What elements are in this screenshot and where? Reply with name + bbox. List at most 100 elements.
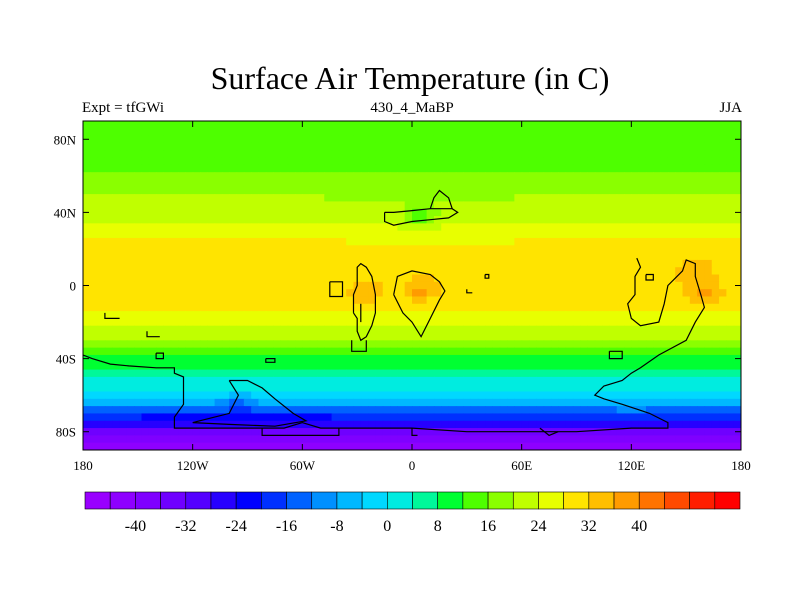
field-cell [353,369,362,378]
field-cell [397,142,406,151]
field-cell [316,347,325,356]
field-cell [353,435,362,444]
field-cell [572,245,581,254]
field-cell [126,216,135,224]
field-cell [499,420,508,429]
colorbar-swatch [538,491,564,510]
field-cell [199,347,208,356]
field-cell [163,333,172,341]
field-cell [324,303,333,312]
field-cell [441,384,450,393]
field-cell [390,318,398,327]
field-cell [697,179,706,188]
field-cell [229,274,238,283]
field-cell [265,164,274,173]
field-cell [441,435,450,444]
field-cell [704,340,713,349]
field-cell [163,311,172,319]
field-cell [499,281,508,290]
field-cell [192,296,201,305]
field-cell [368,318,377,327]
field-cell [360,128,369,137]
field-cell [682,303,691,312]
field-cell [470,384,479,393]
field-cell [221,274,230,283]
field-cell [616,303,625,312]
field-cell [565,259,574,268]
field-cell [178,135,186,144]
field-cell [536,318,545,327]
field-cell [214,157,223,166]
field-cell [104,194,113,203]
field-cell [514,369,523,378]
field-cell [126,354,135,363]
field-cell [338,369,347,378]
field-cell [485,369,494,378]
field-cell [185,428,194,436]
field-cell [390,157,398,166]
field-cell [653,347,662,356]
field-cell [426,413,435,422]
field-cell [660,289,669,298]
field-cell [638,325,647,334]
field-cell [280,121,289,129]
field-cell [492,435,501,444]
field-cell [667,186,676,195]
field-cell [528,384,537,393]
field-cell [514,420,523,429]
field-cell [572,435,581,444]
x-tick-label: 0 [409,458,416,473]
field-cell [126,186,135,195]
field-cell [134,325,143,334]
field-cell [126,406,135,415]
field-cell [667,121,676,129]
field-cell [507,252,515,261]
field-cell [207,179,216,188]
field-cell [660,135,669,144]
field-cell [236,267,245,276]
field-cell [353,413,362,422]
field-cell [280,354,289,363]
field-cell [273,442,281,450]
field-cell [251,128,260,137]
field-cell [463,325,472,334]
field-cell [178,369,186,378]
field-cell [324,142,333,151]
field-cell [324,442,333,450]
field-cell [119,384,128,393]
field-cell [295,274,303,283]
field-cell [580,194,589,203]
field-cell [346,333,355,341]
field-cell [360,121,369,129]
coastline [329,281,344,298]
field-cell [126,135,135,144]
field-cell [485,413,494,422]
field-cell [324,274,333,283]
field-cell [536,223,545,232]
field-cell [90,194,99,203]
field-cell [148,442,157,450]
field-cell [638,347,647,356]
field-cell [251,245,260,254]
field-cell [141,164,150,173]
field-cell [587,398,596,407]
field-cell [580,420,589,429]
field-cell [236,157,245,166]
field-cell [682,237,691,246]
field-cell [170,157,179,166]
field-cell [455,245,464,254]
field-cell [492,216,501,224]
field-cell [214,259,223,268]
field-cell [397,347,406,356]
field-cell [470,340,479,349]
field-cell [382,398,391,407]
field-cell [324,252,333,261]
field-cell [178,252,186,261]
field-cell [346,164,355,173]
field-cell [331,142,340,151]
field-cell [419,164,428,173]
field-cell [214,128,223,137]
field-cell [375,164,384,173]
field-cell [455,135,464,144]
field-cell [616,369,625,378]
